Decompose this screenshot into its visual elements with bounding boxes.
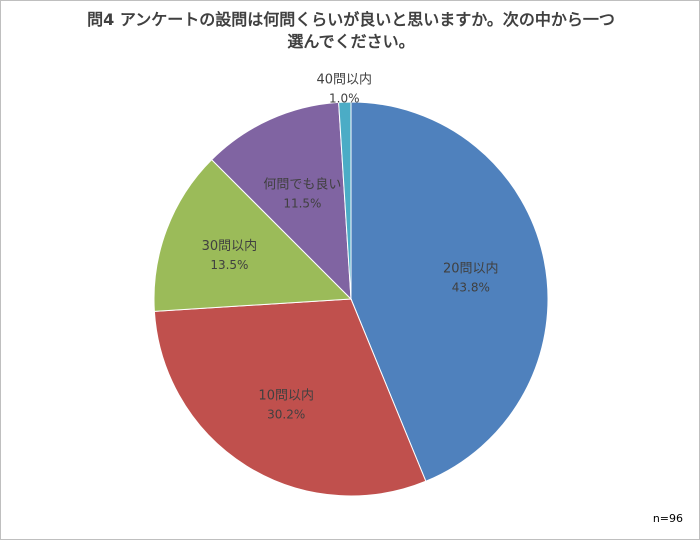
slice-value-label: 13.5% — [210, 258, 248, 272]
pie-slice — [210, 101, 352, 301]
chart-title: 問4 アンケートの設問は何問くらいが良いと思いますか。次の中から一つ 選んでくだ… — [1, 9, 700, 53]
pie-slice — [338, 101, 352, 300]
slice-category-label: 10問以内 — [258, 388, 314, 404]
pie-slice — [153, 158, 353, 312]
chart-title-line-2: 選んでください。 — [287, 32, 415, 51]
slice-category-label: 40問以内 — [317, 71, 373, 87]
pie-slice — [153, 298, 427, 497]
chart-title-line-1: 問4 アンケートの設問は何問くらいが良いと思いますか。次の中から一つ — [87, 10, 615, 29]
slice-category-label: 30問以内 — [202, 238, 258, 254]
slice-category-label: 何問でも良い — [263, 176, 341, 192]
slice-category-label: 20問以内 — [443, 260, 499, 276]
slice-value-label: 30.2% — [267, 408, 305, 422]
sample-size-label: n=96 — [652, 512, 683, 525]
slice-value-label: 43.8% — [452, 280, 490, 294]
slice-value-label: 11.5% — [283, 196, 321, 210]
slice-value-label: 1.0% — [329, 91, 360, 105]
pie-slice — [350, 101, 549, 482]
